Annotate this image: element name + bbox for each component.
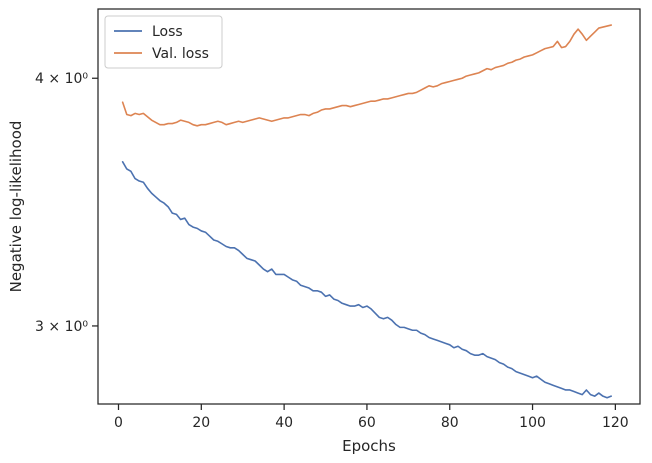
y-tick-label: 4 × 10⁰ <box>35 71 88 87</box>
x-tick-label: 60 <box>358 415 376 431</box>
legend: Loss Val. loss <box>104 15 223 69</box>
y-axis-label: Negative log-likelihood <box>7 121 25 293</box>
x-tick-label: 20 <box>192 415 210 431</box>
legend-label: Val. loss <box>152 46 209 62</box>
x-axis: 0 20 40 60 80 100 120 <box>114 404 629 431</box>
x-tick-label: 0 <box>114 415 123 431</box>
series-lines <box>121 24 613 399</box>
series-line-1 <box>121 24 613 127</box>
y-tick-label: 3 × 10⁰ <box>35 319 88 335</box>
x-tick-label: 100 <box>519 415 546 431</box>
axes-frame <box>97 8 641 405</box>
legend-box <box>104 15 223 69</box>
x-tick-label: 120 <box>602 415 629 431</box>
y-axis: 3 × 10⁰ 4 × 10⁰ <box>35 71 98 335</box>
x-tick-label: 80 <box>441 415 459 431</box>
x-axis-label: Epochs <box>342 437 396 455</box>
series-line-0 <box>121 161 613 399</box>
x-tick-label: 40 <box>275 415 293 431</box>
legend-label: Loss <box>152 24 183 40</box>
